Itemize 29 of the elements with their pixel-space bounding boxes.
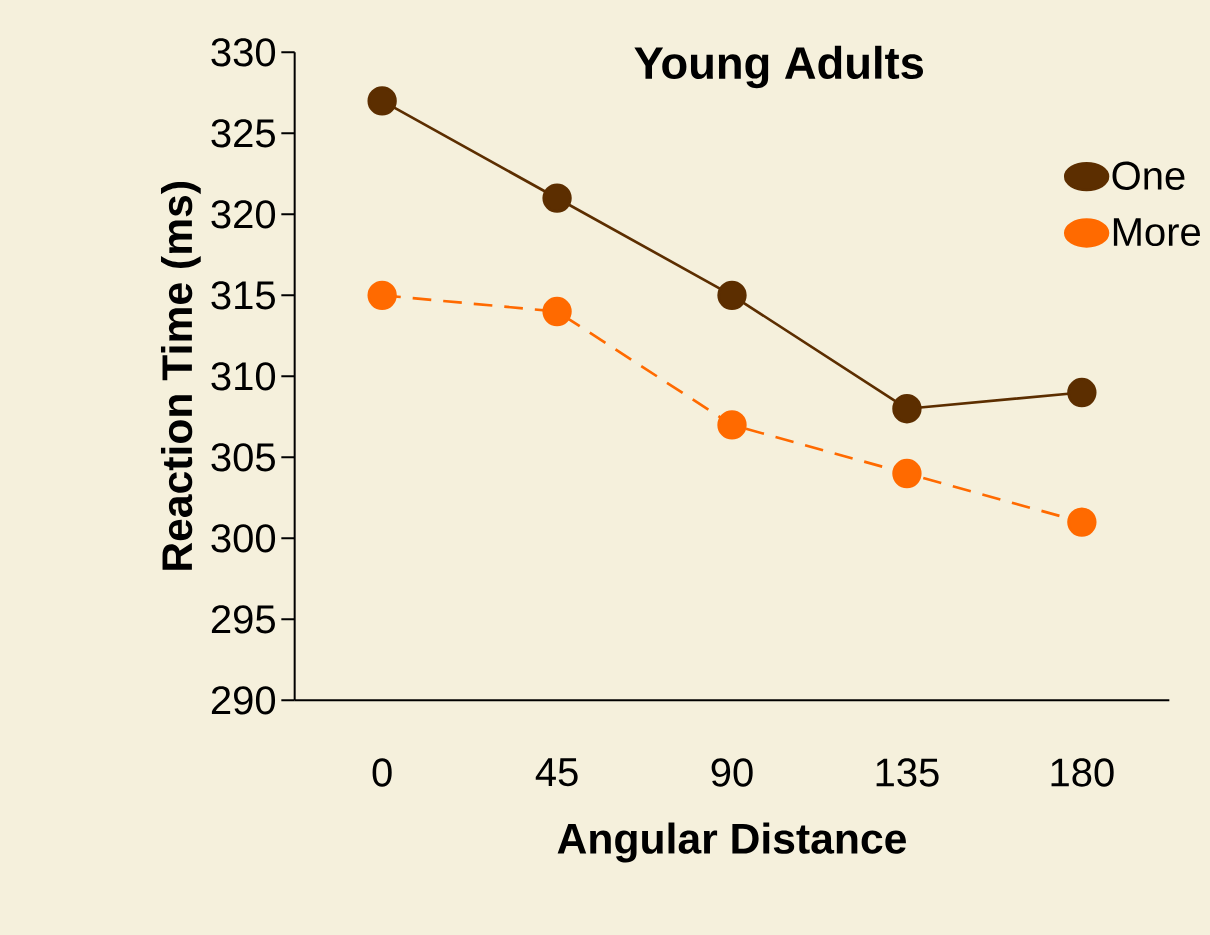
point	[367, 86, 397, 116]
point	[542, 296, 572, 327]
x-tick-label: 45	[535, 758, 578, 787]
y-tick-label: 320	[211, 200, 276, 229]
y-tick-label: 305	[211, 443, 275, 472]
legend-label: One	[1112, 161, 1185, 190]
y-axis-title: Reaction Time (ms)	[160, 182, 201, 570]
y-tick-label: 315	[211, 281, 275, 310]
point	[1067, 377, 1097, 408]
point	[717, 280, 747, 310]
y-tick-label: 330	[211, 38, 276, 67]
x-tick-label: 90	[711, 758, 753, 787]
legend-label: More	[1113, 218, 1200, 247]
point	[367, 280, 397, 310]
x-tick-label: 135	[876, 758, 939, 787]
y-tick-label: 300	[211, 524, 276, 553]
y-tick-label: 325	[211, 119, 275, 148]
y-tick-label: 310	[211, 362, 276, 391]
point	[892, 458, 922, 489]
chart-title: Young Adults	[634, 45, 924, 89]
point	[717, 410, 747, 440]
y-tick-label: 295	[211, 605, 275, 634]
point	[892, 394, 922, 424]
point	[1067, 507, 1097, 537]
point	[542, 183, 572, 213]
y-tick-label: 290	[211, 686, 276, 715]
x-tick-label: 0	[372, 758, 392, 787]
x-axis-title: Angular Distance	[557, 822, 906, 863]
x-tick-label: 180	[1051, 758, 1114, 787]
